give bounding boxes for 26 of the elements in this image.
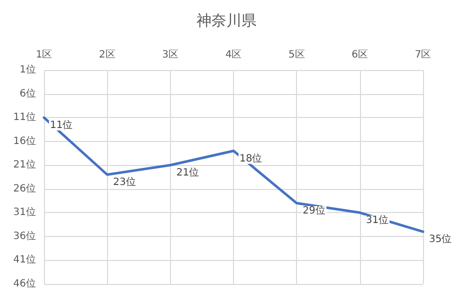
data-label: 29位 (302, 204, 326, 217)
data-label: 31位 (366, 214, 389, 226)
y-tick-label: 1位 (20, 64, 36, 76)
y-tick-label: 36位 (13, 230, 36, 242)
y-tick-label: 46位 (13, 278, 36, 290)
y-tick-label: 6位 (20, 87, 36, 100)
x-tick-label: 2区 (98, 50, 116, 60)
y-tick-label: 41位 (13, 254, 36, 266)
data-label: 23位 (113, 176, 136, 188)
y-tick-label: 26位 (13, 182, 36, 194)
data-label: 35位 (429, 233, 452, 246)
data-label: 21位 (176, 166, 200, 179)
data-label: 18位 (240, 152, 262, 164)
y-tick-label: 16位 (13, 134, 36, 147)
x-tick-label: 1区 (36, 50, 52, 60)
x-tick-label: 6区 (352, 50, 368, 60)
y-tick-label: 21位 (13, 158, 36, 171)
x-tick-label: 4区 (225, 50, 242, 60)
chart-title: 神奈川県 (196, 12, 256, 30)
y-tick-label: 31位 (13, 206, 36, 218)
y-tick-label: 11位 (13, 111, 36, 124)
line-series (42, 116, 424, 233)
x-tick-label: 3区 (162, 50, 179, 60)
data-label: 11位 (50, 119, 73, 132)
x-tick-label: 7区 (414, 50, 432, 60)
x-tick-label: 5区 (288, 50, 305, 60)
